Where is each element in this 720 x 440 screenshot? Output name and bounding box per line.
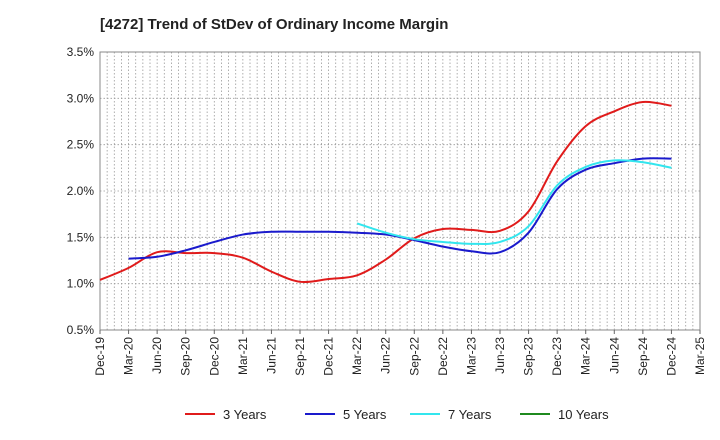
y-tick-label: 2.5% [67,138,95,152]
y-tick-label: 2.0% [67,184,95,198]
x-tick-label: Jun-20 [150,337,164,374]
plot-border [99,51,701,331]
x-tick-label: Dec-21 [322,337,336,376]
x-tick-label: Sep-21 [293,337,307,376]
x-tick-label: Dec-19 [93,337,107,376]
x-tick-label: Mar-25 [693,337,707,375]
grid-lines [100,52,700,330]
x-tick-label: Dec-22 [436,337,450,376]
x-tick-label: Mar-21 [236,337,250,375]
x-tick-label: Sep-22 [407,337,421,376]
x-tick-label: Mar-23 [464,337,478,375]
x-tick-label: Mar-20 [122,337,136,375]
y-tick-label: 3.5% [67,45,95,59]
x-tick-label: Sep-20 [179,337,193,376]
plot-area [100,52,700,330]
y-tick-label: 3.0% [67,91,95,105]
chart-title: [4272] Trend of StDev of Ordinary Income… [100,16,448,33]
legend-label: 10 Years [558,407,609,422]
legend-label: 5 Years [343,407,387,422]
legend: 3 Years 5 Years 7 Years 10 Years [185,407,609,422]
x-tick-label: Jun-22 [379,337,393,374]
y-tick-label: 0.5% [67,323,95,337]
legend-label: 3 Years [223,407,267,422]
x-tick-label: Sep-24 [636,337,650,376]
x-tick-label: Dec-23 [550,337,564,376]
series-layer [99,100,672,284]
x-tick-label: Mar-22 [350,337,364,375]
x-axis: Dec-19 Mar-20 Jun-20 Sep-20 Dec-20 Mar-21 Jun-… [93,330,707,376]
series-line-2 [356,159,672,246]
x-tick-label: Jun-23 [493,337,507,374]
y-axis: 0.5% 1.0% 1.5% 2.0% 2.5% 3.0% 3.5% [67,45,95,337]
x-tick-label: Jun-21 [264,337,278,374]
x-tick-label: Dec-20 [207,337,221,376]
y-tick-label: 1.5% [67,230,95,244]
x-tick-label: Jun-24 [607,337,621,374]
x-tick-label: Mar-24 [579,337,593,375]
x-tick-label: Dec-24 [664,337,678,376]
legend-label: 7 Years [448,407,492,422]
x-tick-label: Sep-23 [522,337,536,376]
series-line-0 [99,100,672,284]
y-tick-label: 1.0% [67,277,95,291]
